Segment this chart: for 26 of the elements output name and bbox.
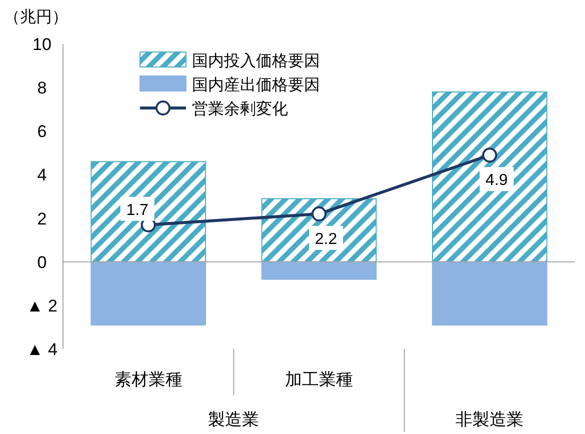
y-axis-title: （兆円）	[4, 8, 68, 26]
data-label: 1.7	[126, 202, 149, 219]
bar	[432, 261, 548, 326]
bar	[432, 91, 548, 262]
point	[482, 148, 498, 163]
data-label: 2.2	[314, 230, 338, 248]
y-tick-label: ▲ 2	[26, 296, 58, 316]
legend-label: 営業余剰変化	[192, 100, 288, 118]
point	[312, 206, 326, 222]
y-tick-label: 0	[37, 252, 47, 272]
text: 製造業	[208, 410, 260, 429]
x-tick-label: 素材業種	[114, 370, 182, 389]
bar	[90, 261, 206, 326]
legend-label: 国内産出価格要因	[192, 76, 320, 94]
x-tick-label: 加工業種	[285, 370, 353, 389]
y-tick-label: 6	[37, 122, 47, 142]
y-tick-label: 4	[37, 166, 47, 185]
y-tick-label: ▲ 4	[26, 340, 58, 359]
y-tick-label: 10	[32, 35, 52, 54]
y-tick-label: 8	[37, 78, 47, 98]
text: 非製造業	[456, 410, 524, 429]
legend-label: 国内投入価格要因	[192, 52, 320, 70]
bar	[261, 261, 377, 280]
y-tick-label: 2	[37, 209, 47, 228]
data-label: 4.9	[486, 172, 508, 190]
bar	[90, 161, 206, 262]
